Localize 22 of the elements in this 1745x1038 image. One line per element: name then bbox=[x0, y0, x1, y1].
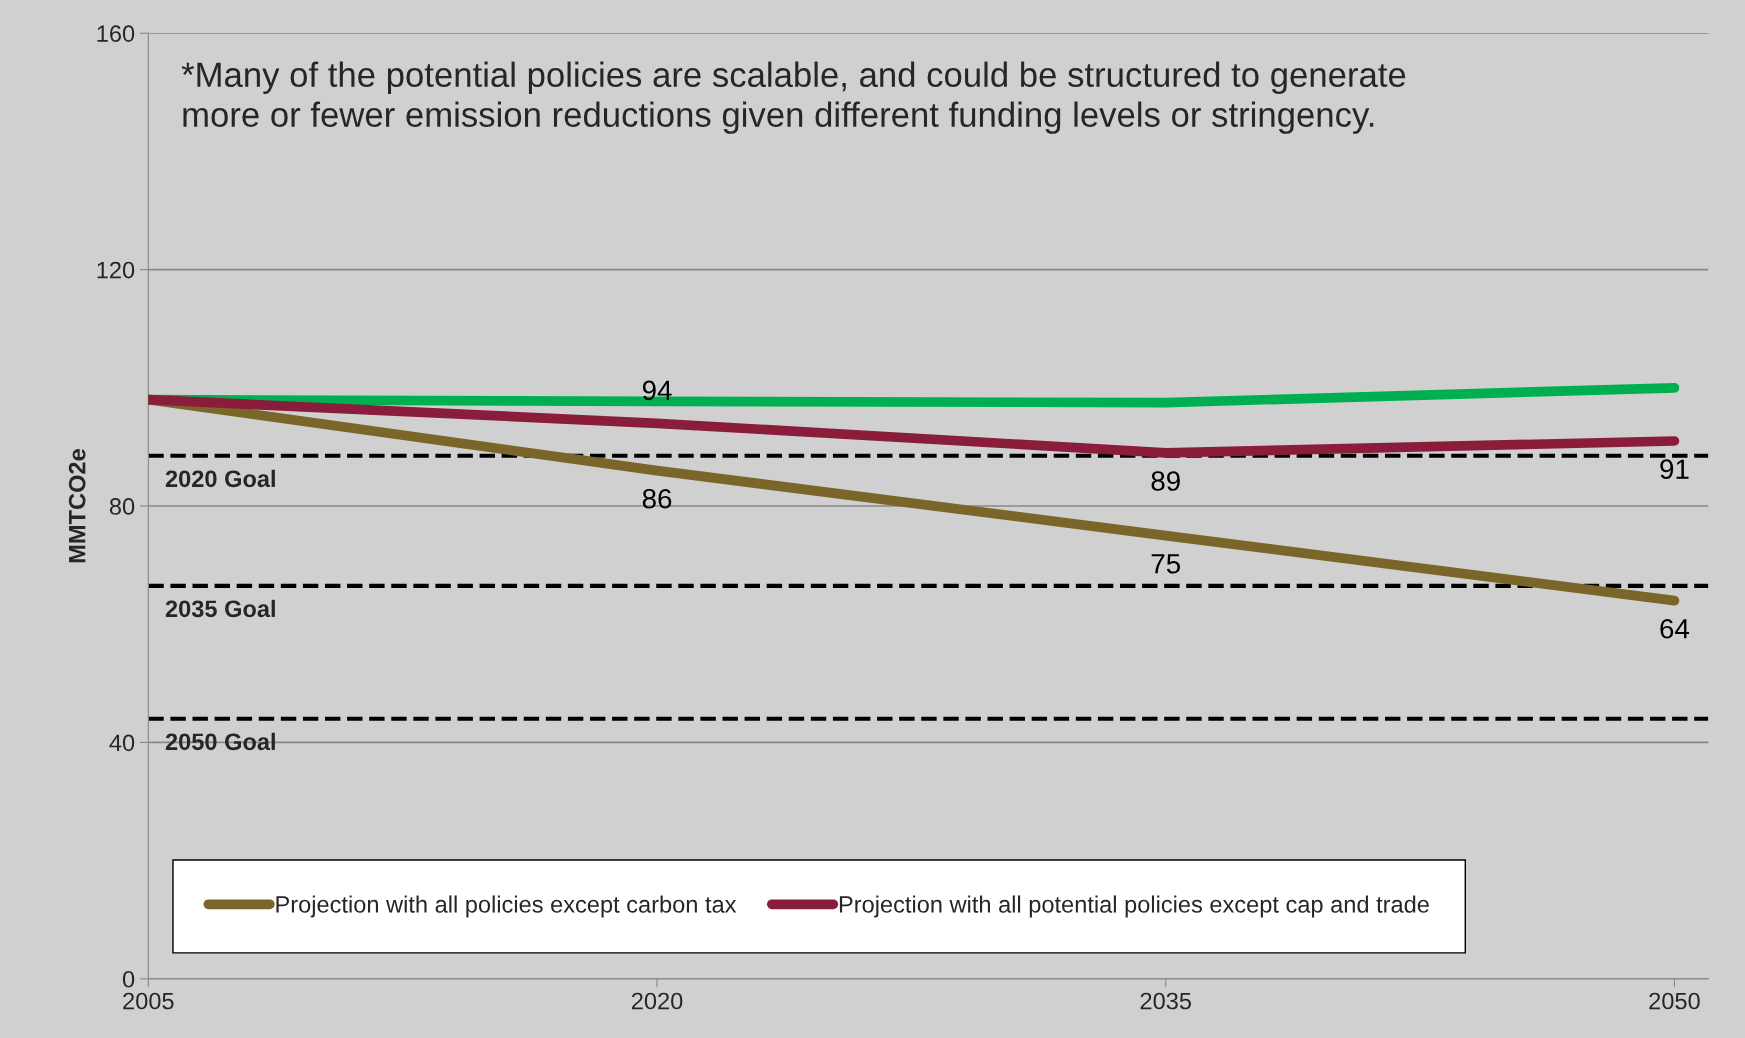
data-label: 75 bbox=[1151, 554, 1181, 574]
data-label: 91 bbox=[1660, 459, 1689, 480]
x-tick-label: 2020 bbox=[631, 992, 683, 1010]
ref-line-label: 2035 Goal bbox=[165, 599, 275, 618]
x-tick-label: 2050 bbox=[1649, 992, 1700, 1010]
x-tick-label: 2035 bbox=[1140, 992, 1192, 1010]
y-tick-label: 160 bbox=[97, 25, 135, 42]
legend-label: Projection with all policies except carbon tax bbox=[276, 895, 737, 918]
annotation: *Many of the potential policies are scalable, and could be structured to generate more or fewer emission reductions given different funding levels or stringency. bbox=[181, 61, 1406, 134]
y-tick-label: 120 bbox=[97, 261, 135, 279]
ref-line-label: 2020 Goal bbox=[165, 469, 275, 488]
y-tick-label: 80 bbox=[109, 498, 135, 515]
data-label: 89 bbox=[1151, 471, 1180, 491]
y-tick-label: 0 bbox=[122, 970, 135, 988]
data-label: 94 bbox=[642, 380, 672, 401]
x-tick-label: 2005 bbox=[123, 992, 174, 1010]
legend-label: Projection with all potential policies except cap and trade bbox=[839, 895, 1429, 918]
y-axis-title: MMTCO2e bbox=[68, 449, 86, 563]
y-tick-label: 40 bbox=[109, 734, 135, 752]
ref-line-label: 2050 Goal bbox=[165, 732, 275, 751]
data-label: 64 bbox=[1660, 618, 1690, 639]
data-label: 86 bbox=[642, 488, 672, 509]
